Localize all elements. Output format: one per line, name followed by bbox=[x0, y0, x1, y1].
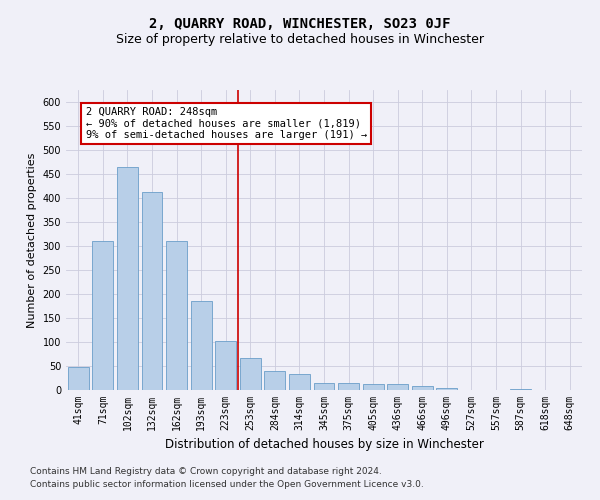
Bar bbox=[412, 386, 433, 390]
Bar bbox=[338, 383, 359, 390]
Bar bbox=[68, 368, 89, 390]
Bar bbox=[92, 240, 113, 390]
Bar bbox=[289, 374, 310, 390]
X-axis label: Distribution of detached houses by size in Winchester: Distribution of detached houses by size … bbox=[164, 438, 484, 452]
Text: Contains HM Land Registry data © Crown copyright and database right 2024.: Contains HM Land Registry data © Crown c… bbox=[30, 467, 382, 476]
Bar bbox=[166, 240, 187, 390]
Text: Contains public sector information licensed under the Open Government Licence v3: Contains public sector information licen… bbox=[30, 480, 424, 489]
Bar bbox=[191, 301, 212, 390]
Bar bbox=[142, 192, 163, 390]
Bar bbox=[240, 358, 261, 390]
Text: 2, QUARRY ROAD, WINCHESTER, SO23 0JF: 2, QUARRY ROAD, WINCHESTER, SO23 0JF bbox=[149, 18, 451, 32]
Y-axis label: Number of detached properties: Number of detached properties bbox=[27, 152, 37, 328]
Bar bbox=[314, 383, 334, 390]
Bar bbox=[265, 371, 286, 390]
Bar bbox=[362, 384, 383, 390]
Text: 2 QUARRY ROAD: 248sqm
← 90% of detached houses are smaller (1,819)
9% of semi-de: 2 QUARRY ROAD: 248sqm ← 90% of detached … bbox=[86, 107, 367, 140]
Bar bbox=[436, 388, 457, 390]
Bar bbox=[117, 167, 138, 390]
Bar bbox=[510, 388, 531, 390]
Text: Size of property relative to detached houses in Winchester: Size of property relative to detached ho… bbox=[116, 32, 484, 46]
Bar bbox=[387, 384, 408, 390]
Bar bbox=[215, 341, 236, 390]
